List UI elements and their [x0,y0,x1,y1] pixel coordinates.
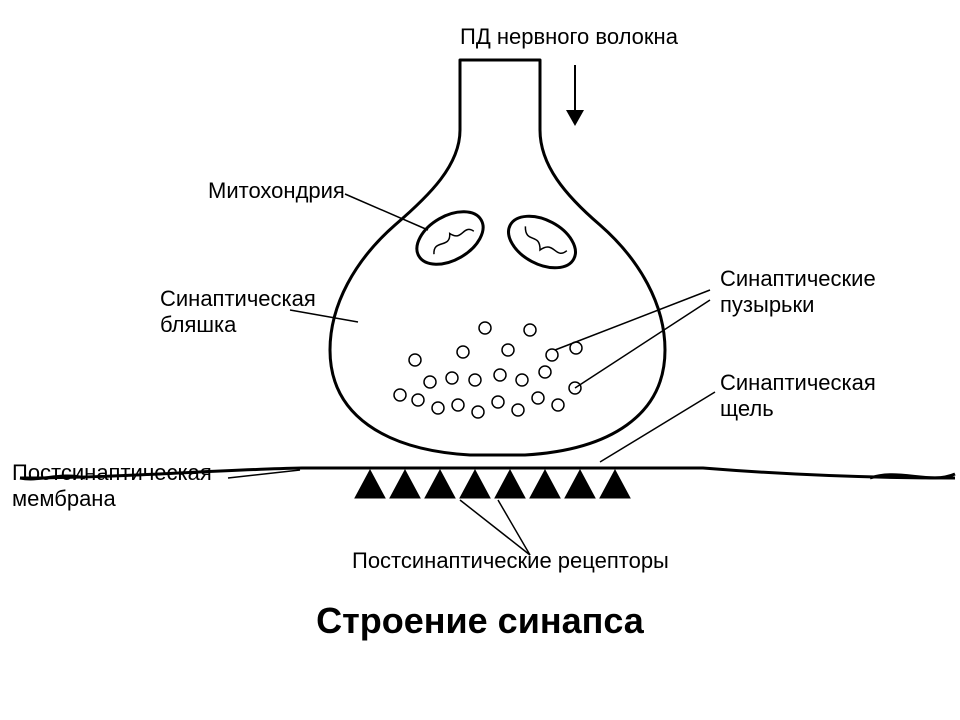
mitochondrion-1 [408,201,492,275]
label-synaptic-vesicles: Синаптические пузырьки [720,266,876,319]
leader-vesicles_b [575,300,710,388]
label-synaptic-plaque: Синаптическая бляшка [160,286,316,339]
ap-arrow-head [566,110,584,126]
diagram-stage: ПД нервного волокна Митохондрия Синаптич… [0,0,960,720]
leader-mitochondria [345,194,428,230]
mitochondrion-2 [500,206,584,279]
leader-cleft [600,392,715,462]
leader-receptors_a [460,500,530,555]
postsynaptic-receptors [355,470,630,498]
label-synaptic-cleft: Синаптическая щель [720,370,876,423]
leader-vesicles_a [555,290,710,350]
label-postsynaptic-membrane: Постсинаптическая мембрана [12,460,212,513]
label-action-potential: ПД нервного волокна [460,24,678,50]
label-postsynaptic-receptors: Постсинаптические рецепторы [352,548,669,574]
leader-receptors_b [498,500,530,555]
synaptic-vesicles [394,322,582,418]
diagram-title: Строение синапса [0,600,960,642]
label-mitochondria: Митохондрия [208,178,345,204]
